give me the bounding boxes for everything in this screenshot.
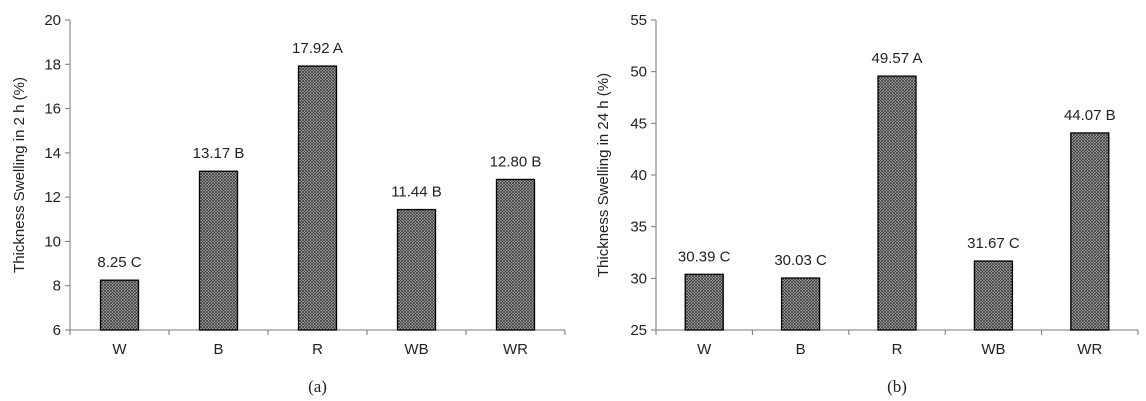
- chart-a-y-tick-label: 10: [44, 233, 61, 250]
- chart-a-x-tick-label-w: W: [112, 341, 127, 358]
- chart-b-x-tick-label-wb: WB: [981, 341, 1005, 358]
- chart-b-bar-b: [780, 277, 821, 331]
- chart-a-x-tick-label-r: R: [312, 341, 323, 358]
- chart-b-bar-wr: [1070, 132, 1110, 331]
- chart-a-data-label-wb: 11.44 B: [391, 184, 442, 201]
- chart-b-x-tick-label-b: B: [796, 341, 806, 358]
- chart-b-y-tick-label: 35: [630, 219, 647, 236]
- chart-b-y-tick-label: 30: [630, 270, 647, 287]
- chart-b-y-tick-label: 45: [630, 115, 647, 132]
- chart-a-y-tick-label: 18: [44, 56, 61, 73]
- chart-b-data-label-b: 30.03 C: [774, 252, 827, 269]
- chart-b-data-label-wr: 44.07 B: [1064, 107, 1116, 124]
- chart-a-bar-w: [99, 279, 140, 331]
- chart-b-y-tick-label: 40: [630, 167, 647, 184]
- chart-b-x-tick-label-r: R: [892, 341, 903, 358]
- chart-a-caption: (a): [308, 377, 327, 396]
- chart-b-y-tick-label: 50: [630, 64, 647, 81]
- chart-b-data-label-wb: 31.67 C: [967, 235, 1020, 252]
- chart-b-y-tick-label: 55: [630, 12, 647, 29]
- chart-b-bar-r: [877, 75, 917, 331]
- chart-panel-a: 6 8 10 12 14 16 18 20 8.25 C W 13.17 B B 17.92 A R 11.…: [11, 12, 566, 396]
- chart-b-x-tick-label-w: W: [697, 341, 712, 358]
- chart-b-svg: 25 30 35 40 45 50 55 30.39 C W 30.03 C B 49.57 A R 31…: [595, 12, 1139, 396]
- chart-b-caption: (b): [887, 377, 907, 396]
- chart-b-y-tick-label: 25: [630, 322, 647, 339]
- chart-a-data-label-wr: 12.80 B: [490, 153, 542, 170]
- chart-panel-b: 25 30 35 40 45 50 55 30.39 C W 30.03 C B 49.57 A R 31…: [573, 0, 1146, 401]
- chart-b-y-axis-title: Thickness Swelling in 24 h (%): [595, 73, 612, 277]
- chart-b-x-tick-label-wr: WR: [1077, 341, 1102, 358]
- chart-a-bar-b: [198, 170, 239, 331]
- chart-a-y-tick-label: 14: [44, 145, 61, 162]
- chart-a-bar-wb: [396, 208, 437, 331]
- chart-a-data-label-w: 8.25 C: [97, 254, 141, 271]
- chart-a-y-axis-title: Thickness Swelling in 2 h (%): [11, 77, 28, 273]
- chart-a-data-label-b: 13.17 B: [193, 145, 245, 162]
- chart-a-y-tick-label: 16: [44, 101, 61, 118]
- chart-a-y-tick-label: 12: [44, 189, 61, 206]
- chart-a-svg: 6 8 10 12 14 16 18 20 8.25 C W 13.17 B B 17.92 A R 11.…: [11, 12, 566, 396]
- chart-b-bar-w: [684, 273, 724, 331]
- chart-a-x-tick-label-wr: WR: [503, 341, 528, 358]
- chart-a-y-tick-label: 6: [53, 322, 61, 339]
- chart-a-x-tick-label-b: B: [213, 341, 223, 358]
- chart-b-bar-wb: [973, 260, 1014, 331]
- chart-a-data-label-r: 17.92 A: [292, 40, 343, 57]
- chart-a-y-tick-label: 20: [44, 12, 61, 29]
- chart-b-data-label-w: 30.39 C: [678, 248, 731, 265]
- chart-a-bar-r: [297, 65, 338, 331]
- chart-a-bar-wr: [495, 178, 536, 331]
- chart-b-data-label-r: 49.57 A: [872, 50, 923, 67]
- chart-a-x-tick-label-wb: WB: [404, 341, 428, 358]
- chart-a-y-tick-label: 8: [53, 278, 61, 295]
